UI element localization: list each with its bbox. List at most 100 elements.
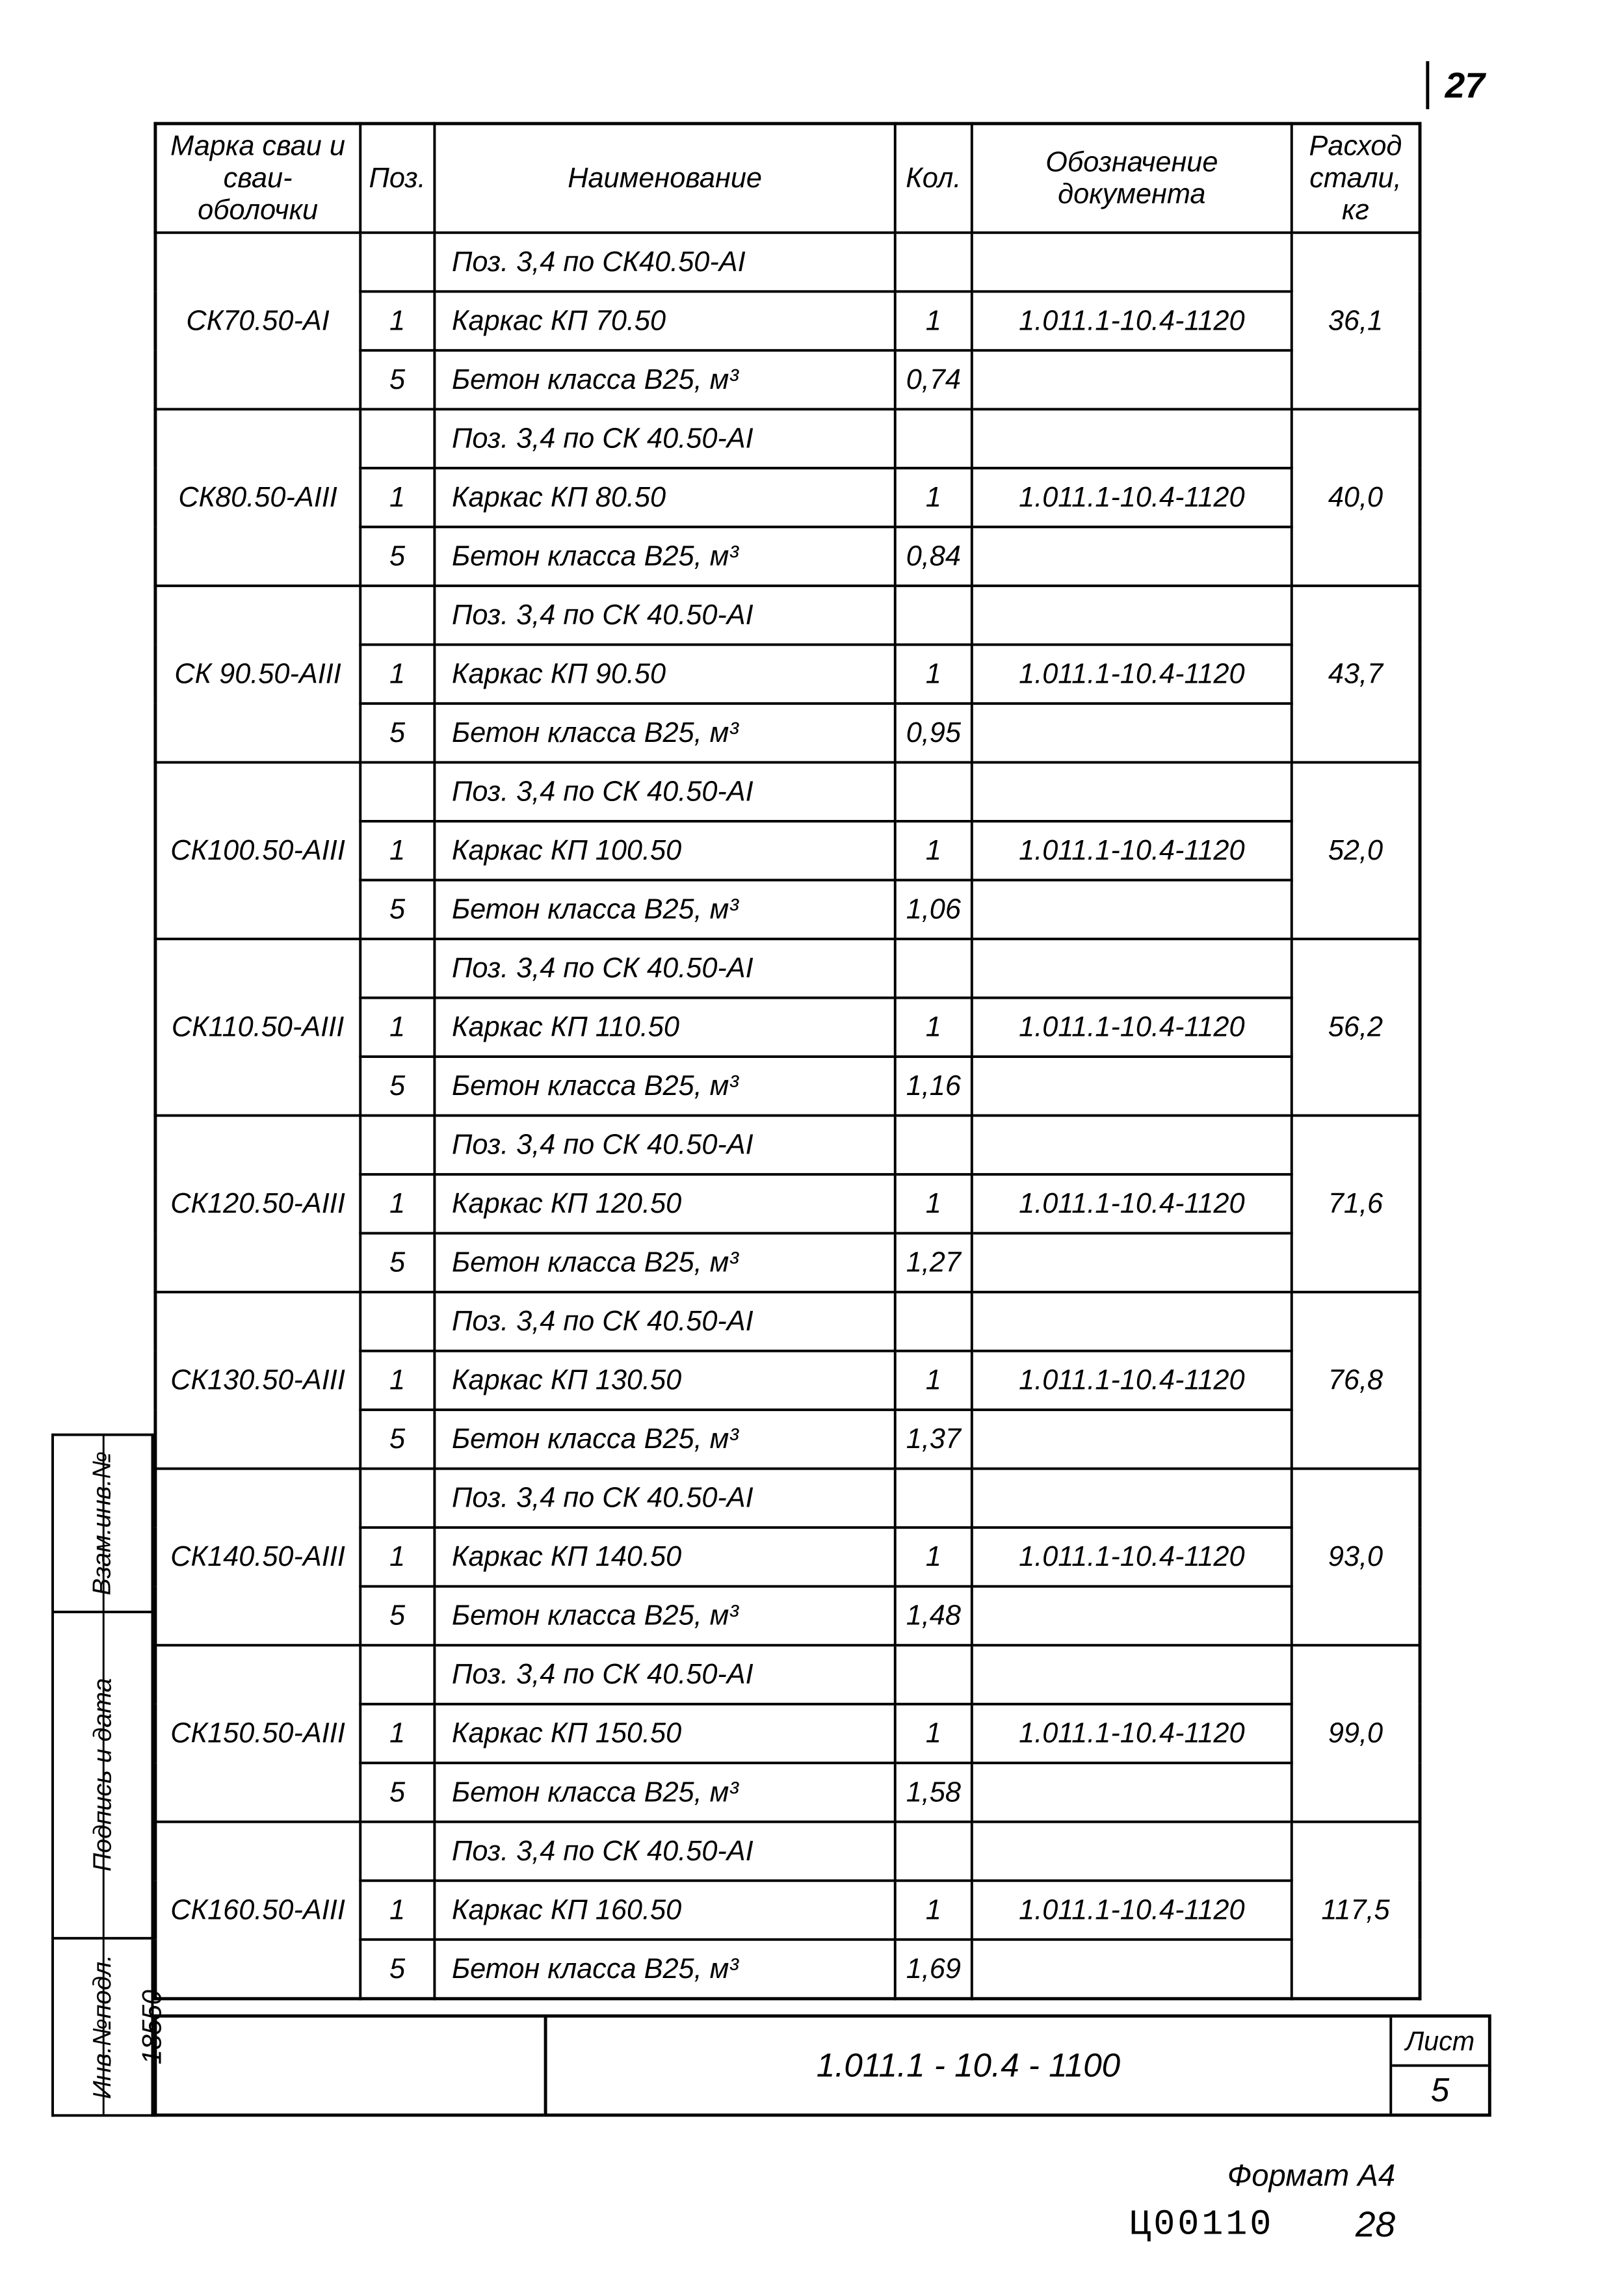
cell-doc: 1.011.1-10.4-1120 [972,1527,1292,1587]
stamp-invpodl: Инв.№подл. 18550 [51,1940,153,2117]
cell-naim: Каркас КП 110.50 [434,998,895,1057]
header-kol: Кол. [895,124,972,233]
cell-doc [972,233,1292,292]
cell-doc [972,939,1292,998]
cell-poz: 5 [360,1410,435,1469]
cell-doc [972,527,1292,586]
cell-naim: Поз. 3,4 по СК 40.50-АI [434,1469,895,1528]
cell-naim: Поз. 3,4 по СК40.50-АI [434,233,895,292]
header-row: Марка сваи и сваи-оболочки Поз. Наименов… [155,124,1420,233]
spec-table: Марка сваи и сваи-оболочки Поз. Наименов… [153,122,1421,2000]
cell-poz: 1 [360,998,435,1057]
cell-marka: СК140.50-АIII [155,1469,360,1646]
title-block: 1.011.1 - 10.4 - 1100 Лист 5 [544,2014,1491,2117]
stamp-podpis: Подпись и дата [51,1613,153,1940]
cell-naim: Поз. 3,4 по СК 40.50-АI [434,939,895,998]
cell-naim: Поз. 3,4 по СК 40.50-АI [434,1822,895,1881]
cell-kol [895,1116,972,1175]
cell-doc [972,1822,1292,1881]
stamp-podpis-label: Подпись и дата [88,1678,117,1872]
table-row: СК150.50-АIIIПоз. 3,4 по СК 40.50-АI99,0 [155,1645,1420,1704]
cell-doc: 1.011.1-10.4-1120 [972,821,1292,880]
cell-naim: Поз. 3,4 по СК 40.50-АI [434,1116,895,1175]
cell-marka: СК80.50-АIII [155,409,360,586]
cell-poz: 1 [360,1174,435,1234]
stamp-invpodl-label: Инв.№подл. [88,1955,117,2099]
cell-doc [972,762,1292,821]
cell-doc: 1.011.1-10.4-1120 [972,1174,1292,1234]
cell-poz: 1 [360,1351,435,1410]
cell-kol [895,1822,972,1881]
cell-naim: Бетон класса В25, м³ [434,527,895,586]
cell-doc [972,1292,1292,1351]
cell-ras: 56,2 [1292,939,1420,1116]
cell-poz [360,1469,435,1528]
table-row: СК100.50-АIIIПоз. 3,4 по СК 40.50-АI52,0 [155,762,1420,821]
title-list-label: Лист [1392,2018,1488,2067]
header-ras: Расход стали, кг [1292,124,1420,233]
cell-poz: 1 [360,1527,435,1587]
cell-kol [895,1645,972,1704]
cell-poz: 5 [360,1763,435,1822]
cell-ras: 99,0 [1292,1645,1420,1822]
cell-poz [360,1116,435,1175]
cell-kol: 1 [895,998,972,1057]
stamp-vzam: Взам.инв.№ [51,1434,153,1613]
cell-naim: Поз. 3,4 по СК 40.50-АI [434,1292,895,1351]
cell-marka: СК120.50-АIII [155,1116,360,1293]
cell-kol: 0,84 [895,527,972,586]
cell-poz [360,233,435,292]
cell-naim: Каркас КП 80.50 [434,468,895,527]
cell-kol: 1 [895,1527,972,1587]
cell-doc [972,1057,1292,1116]
cell-kol: 1 [895,1174,972,1234]
cell-kol: 1 [895,1351,972,1410]
cell-naim: Бетон класса В25, м³ [434,1940,895,1999]
cell-ras: 71,6 [1292,1116,1420,1293]
cell-poz [360,1645,435,1704]
header-doc: Обозначение документа [972,124,1292,233]
cell-kol: 1 [895,291,972,350]
cell-kol: 1,37 [895,1410,972,1469]
cell-kol: 0,95 [895,704,972,763]
cell-doc: 1.011.1-10.4-1120 [972,1351,1292,1410]
cell-doc [972,1469,1292,1528]
cell-marka: СК130.50-АIII [155,1292,360,1469]
cell-kol: 1 [895,644,972,704]
cell-naim: Бетон класса В25, м³ [434,1410,895,1469]
title-list-box: Лист 5 [1392,2018,1488,2114]
cell-kol [895,762,972,821]
cell-naim: Бетон класса В25, м³ [434,1234,895,1293]
cell-poz: 1 [360,468,435,527]
cell-marka: СК150.50-АIII [155,1645,360,1822]
cell-ras: 43,7 [1292,586,1420,763]
cell-naim: Поз. 3,4 по СК 40.50-АI [434,409,895,468]
cell-kol: 1,27 [895,1234,972,1293]
cell-poz: 1 [360,644,435,704]
cell-poz [360,1292,435,1351]
cell-doc: 1.011.1-10.4-1120 [972,1704,1292,1763]
cell-naim: Каркас КП 130.50 [434,1351,895,1410]
cell-kol [895,586,972,645]
cell-naim: Каркас КП 90.50 [434,644,895,704]
cell-naim: Бетон класса В25, м³ [434,350,895,410]
cell-poz [360,586,435,645]
header-marka: Марка сваи и сваи-оболочки [155,124,360,233]
cell-poz: 5 [360,1940,435,1999]
cell-kol [895,939,972,998]
cell-doc: 1.011.1-10.4-1120 [972,998,1292,1057]
footer-code: Ц00110 [1129,2204,1274,2245]
cell-kol [895,409,972,468]
cell-kol [895,1469,972,1528]
cell-naim: Каркас КП 120.50 [434,1174,895,1234]
table-row: СК80.50-АIIIПоз. 3,4 по СК 40.50-АI40,0 [155,409,1420,468]
cell-kol [895,233,972,292]
cell-doc [972,350,1292,410]
table-row: СК140.50-АIIIПоз. 3,4 по СК 40.50-АI93,0 [155,1469,1420,1528]
cell-kol: 1,69 [895,1940,972,1999]
cell-kol: 1,16 [895,1057,972,1116]
table-row: СК120.50-АIIIПоз. 3,4 по СК 40.50-АI71,6 [155,1116,1420,1175]
cell-poz: 5 [360,350,435,410]
cell-poz [360,762,435,821]
cell-ras: 52,0 [1292,762,1420,939]
